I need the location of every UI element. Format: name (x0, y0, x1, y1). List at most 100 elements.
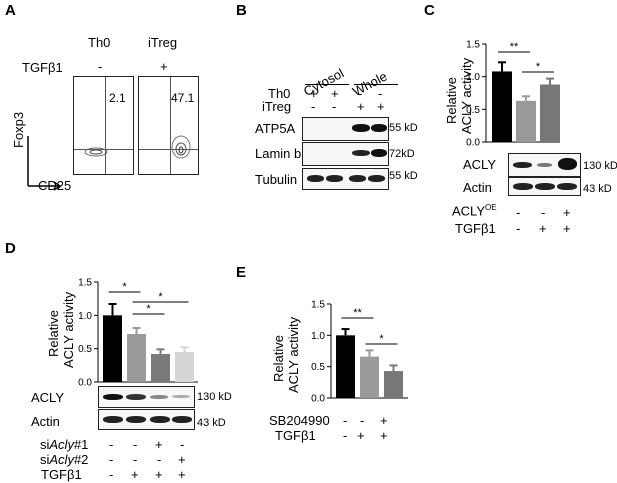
marker-label: 43 kD (197, 417, 226, 429)
significance-marker: ** (510, 41, 519, 53)
sign: + (310, 86, 318, 101)
sign: - (343, 413, 348, 428)
blot-label-atp5a: ATP5A (255, 121, 296, 136)
sign: - (541, 205, 546, 220)
sign: + (357, 99, 365, 114)
sign: - (378, 86, 383, 101)
y-tick-label: 0.5 (78, 344, 92, 355)
row-label-siacly-1: siAcly#1 (40, 437, 89, 452)
y-tick-label: 0.0 (78, 378, 92, 388)
sign: + (563, 221, 571, 236)
significance-marker: * (379, 333, 384, 345)
bar (516, 100, 536, 142)
sign: - (343, 428, 348, 443)
gate-line-v (170, 77, 171, 174)
blot-atp5a (302, 117, 389, 141)
blot-label-tubulin: Tubulin (255, 172, 298, 187)
y-tick-label: 1.5 (78, 278, 92, 289)
y-tick-label: 1.0 (311, 331, 325, 342)
sign: - (109, 437, 114, 452)
tgfb1-label: TGFβ1 (22, 60, 63, 75)
blot-lamin-b (302, 142, 389, 166)
x-axis-label-cd25: CD25 (38, 178, 72, 193)
y-tick-label: 0.5 (311, 362, 325, 373)
y-tick-label: 0.0 (311, 394, 325, 405)
y-tick-label: 1.0 (78, 311, 92, 322)
panel-label-c: C (424, 2, 435, 19)
flow-plot-itreg: 47.1 (138, 76, 199, 175)
sign: - (516, 205, 521, 220)
blot-actin-c (508, 177, 581, 196)
y-axis-label-c-line1: Relative (444, 77, 459, 124)
blot-acly-d (98, 386, 195, 408)
y-tick-label: 1.0 (466, 72, 480, 83)
marker-label: 55 kD (389, 170, 418, 182)
blot-label-acly: ACLY (31, 390, 64, 405)
row-label-tgfb1-d: TGFβ1 (41, 467, 82, 482)
sign: + (178, 452, 186, 467)
tgfb1-minus: - (98, 59, 103, 74)
sign: - (109, 467, 114, 482)
sign: + (563, 205, 571, 220)
tgfb1-plus: + (160, 59, 168, 74)
row-label-th0: Th0 (268, 86, 291, 101)
blot-label-actin: Actin (31, 414, 60, 429)
bar (492, 71, 512, 142)
bar (151, 354, 170, 382)
significance-marker: ** (353, 307, 362, 319)
sign: + (357, 428, 365, 443)
bar (384, 371, 403, 398)
quadrant-percentage: 47.1 (171, 91, 195, 105)
blot-label-acly: ACLY (463, 157, 496, 172)
y-axis-label-d-line1: Relative (46, 310, 61, 357)
sign: + (131, 467, 139, 482)
flow-cluster (84, 147, 108, 157)
y-axis-label-c-line2: ACLY activity (459, 57, 474, 134)
panel-label-d: D (5, 240, 16, 257)
panel-label-e: E (236, 264, 247, 281)
bar-chart-d: 0.0 0.5 1.0 1.5 * * * (78, 278, 198, 388)
sign: + (155, 437, 163, 452)
y-tick-label: 1.5 (466, 40, 480, 51)
sign: + (380, 428, 388, 443)
sign: - (516, 221, 521, 236)
blot-actin-d (98, 409, 195, 430)
y-tick-label: 0.0 (466, 138, 480, 149)
y-axis-label-e-line1: Relative (271, 335, 286, 382)
sign: - (133, 452, 138, 467)
significance-marker: * (536, 61, 541, 73)
row-label-tgfb1-c: TGFβ1 (455, 221, 496, 236)
marker-label: 130 kD (583, 160, 617, 172)
bar (175, 352, 194, 382)
significance-marker: * (122, 281, 127, 293)
bar-chart-c: 0.00.51.01.5 *** (466, 40, 560, 149)
marker-label: 55 kD (389, 122, 418, 134)
sign: - (360, 413, 365, 428)
sign: + (331, 86, 339, 101)
gate-line-v (105, 77, 106, 174)
bar (336, 335, 355, 398)
bar (127, 334, 146, 382)
y-tick-label: 1.5 (311, 300, 325, 311)
flow-plot-th0: 2.1 (73, 76, 134, 175)
fraction-label-cytosol: Cytosol (300, 65, 347, 99)
row-label-tgfb1-e: TGFβ1 (275, 428, 316, 443)
y-axis-label-d-line2: ACLY activity (61, 291, 76, 368)
bar (540, 84, 560, 142)
cytosol-bracket (305, 84, 349, 85)
bar (103, 315, 122, 382)
sign: - (180, 437, 185, 452)
blot-tubulin (302, 168, 389, 190)
blot-label-actin: Actin (463, 180, 492, 195)
axis-arrows (27, 136, 62, 191)
gate-line-h (139, 149, 198, 150)
sign: - (311, 99, 316, 114)
blot-acly-c (508, 153, 581, 177)
quadrant-percentage: 2.1 (109, 91, 126, 105)
row-label-sb204990: SB204990 (269, 413, 330, 428)
row-label-itreg: iTreg (262, 99, 292, 114)
marker-label: 72kD (389, 148, 415, 160)
sign: + (155, 467, 163, 482)
y-tick-label: 0.5 (466, 105, 480, 116)
bar-chart-e: 0.00.51.01.5*** (311, 300, 408, 405)
